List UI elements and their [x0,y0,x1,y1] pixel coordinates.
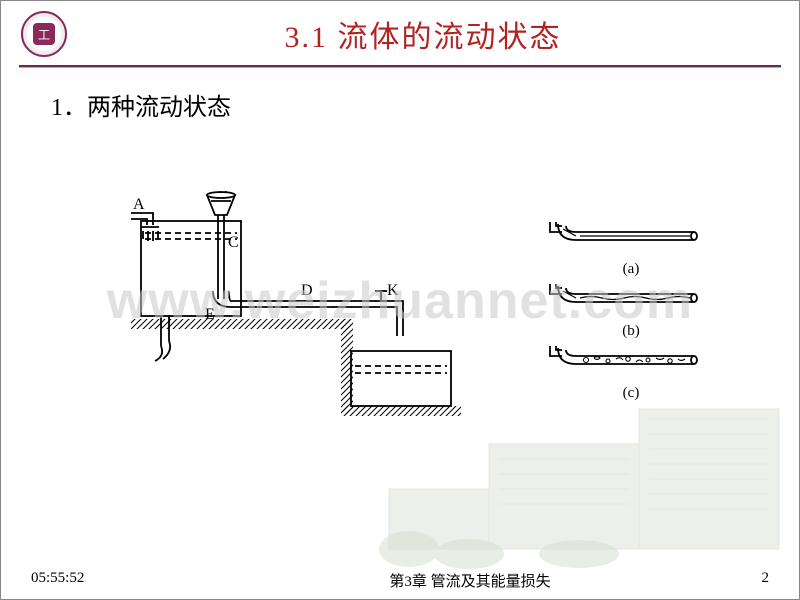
slide-header: 工 3.1 流体的流动状态 [1,1,799,65]
tube-label-a: (a) [536,261,726,278]
footer-chapter: 第3章 管流及其能量损失 [231,570,709,591]
reynolds-apparatus-diagram: A B C D E K [131,191,461,421]
footer-time: 05:55:52 [31,570,231,591]
title-rule [19,65,781,67]
slide-footer: 05:55:52 第3章 管流及其能量损失 2 [1,570,799,591]
slide: 工 3.1 流体的流动状态 1．两种流动状态 [0,0,800,600]
section-heading: 1．两种流动状态 [51,87,799,122]
tube-turbulent [536,340,706,378]
tube-laminar [536,216,706,254]
label-k: K [387,282,399,299]
footer-page-number: 2 [709,570,769,591]
logo-glyph: 工 [33,23,55,45]
label-d: D [301,282,313,299]
slide-title: 3.1 流体的流动状态 [67,12,779,56]
label-a: A [133,196,145,213]
tube-label-c: (c) [536,385,726,402]
flow-regime-tubes: (a) (b) [536,216,726,406]
university-logo: 工 [21,11,67,57]
label-e: E [205,306,215,323]
tube-transition [536,278,706,316]
tube-label-b: (b) [536,323,726,340]
label-c: C [228,234,239,251]
label-b: B [217,191,228,197]
